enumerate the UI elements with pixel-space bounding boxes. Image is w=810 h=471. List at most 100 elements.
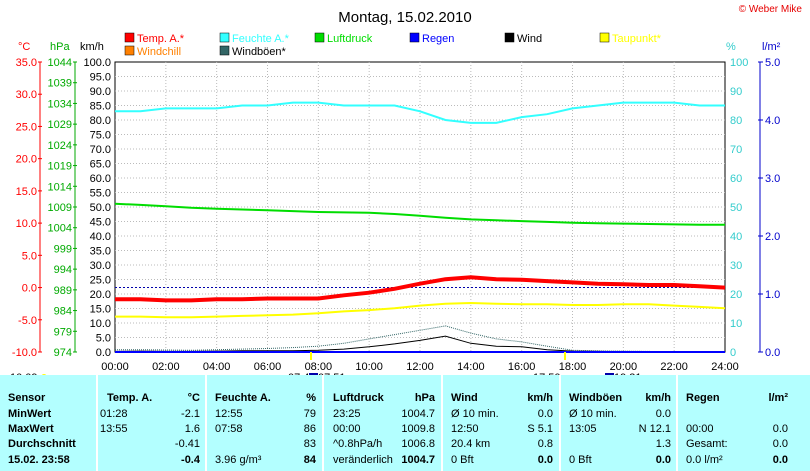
time-axis-tick: 14:00 (457, 361, 485, 373)
temp-axis-tick: -10.0 (12, 347, 37, 359)
pressure-axis-tick: 984 (54, 306, 72, 318)
sunrise-text: 07:51 (318, 372, 346, 375)
temp-axis-tick: 30.0 (16, 89, 37, 101)
wind-time-cell: Ø 10 min. (451, 408, 499, 420)
wind-axis-tick: 95.0 (90, 72, 111, 84)
series-line-taupunkt (115, 301, 726, 319)
wind-axis-tick: 85.0 (90, 101, 111, 113)
humidity-value-cell: 79 (303, 408, 316, 420)
legend-label: Temp. A.* (137, 33, 185, 45)
humidity-time-cell: 12:55 (215, 408, 243, 420)
pressure-time-cell: 23:25 (333, 408, 361, 420)
pressure-axis-tick: 1039 (48, 78, 72, 90)
gust-time-cell: 0 Bft (569, 454, 592, 466)
gust-value-cell: N 12.1 (638, 423, 671, 435)
wind-value-cell: 0.8 (537, 438, 553, 450)
rain-time-cell: 0.0 l/m² (686, 454, 723, 466)
legend-swatch (314, 32, 325, 43)
legend-label: Feuchte A.* (232, 33, 290, 45)
rain-value-cell: 0.0 (772, 438, 788, 450)
humidity-axis-tick: 0 (730, 347, 736, 359)
weather-chart: 100.095.090.085.080.075.070.065.060.055.… (10, 9, 781, 375)
time-axis-tick: 06:00 (254, 361, 282, 373)
rain-axis-tick: 5.0 (765, 57, 780, 69)
gust-header: Windböen (569, 392, 623, 404)
column-divider (441, 375, 443, 471)
legend-label: Taupunkt* (612, 33, 662, 45)
rain-axis-tick: 1.0 (765, 289, 780, 301)
pressure-axis-tick: 979 (54, 326, 72, 338)
pressure-time-cell: 00:00 (333, 423, 361, 435)
time-axis-tick: 00:00 (101, 361, 129, 373)
sunset-text: 17:50 (533, 372, 561, 375)
sun-icon (41, 374, 47, 375)
legend-label: Windchill (137, 46, 181, 58)
time-axis-tick: 16:00 (508, 361, 536, 373)
sunrise-text: 07:40 (288, 372, 316, 375)
humidity-axis-tick: 60 (730, 173, 742, 185)
humidity-header: Feuchte A. (215, 392, 271, 404)
wind-axis-tick: 50.0 (90, 202, 111, 214)
gust-value-cell: 0.0 (655, 408, 671, 420)
legend-swatch (124, 32, 135, 43)
temp-axis-tick: 0.0 (22, 283, 37, 295)
humidity-axis-tick: 10 (730, 318, 742, 330)
pressure-axis-tick: 989 (54, 285, 72, 297)
humidity-axis-tick: 30 (730, 260, 742, 272)
wind-axis-tick: 40.0 (90, 231, 111, 243)
rain-header: Regen (686, 392, 720, 404)
temp-header: Temp. A. (107, 392, 153, 404)
pressure-unit: hPa (414, 392, 435, 404)
legend-swatch (409, 32, 420, 43)
temp-time-cell: 13:55 (100, 423, 128, 435)
pressure-axis-tick: 1029 (48, 119, 72, 131)
humidity-axis-unit: % (726, 41, 736, 53)
humidity-axis-tick: 40 (730, 231, 742, 243)
pressure-axis-tick: 1044 (48, 57, 72, 69)
row-label-avg: Durchschnitt (8, 438, 76, 450)
time-axis-tick: 24:00 (711, 361, 739, 373)
wind-value-cell: S 5.1 (527, 423, 553, 435)
pressure-axis-unit: hPa (50, 41, 70, 53)
wind-value-cell: 0.0 (537, 408, 553, 420)
temp-axis-unit: °C (18, 41, 30, 53)
time-axis-tick: 02:00 (152, 361, 180, 373)
pressure-axis-tick: 1034 (48, 98, 72, 110)
gust-time-cell: 13:05 (569, 423, 597, 435)
temp-axis-tick: 35.0 (16, 57, 37, 69)
legend-swatch (599, 32, 610, 43)
humidity-time-cell: 3.96 g/m³ (215, 454, 262, 466)
temp-value-cell: -2.1 (181, 408, 200, 420)
wind-axis-tick: 80.0 (90, 115, 111, 127)
gust-unit: km/h (645, 392, 671, 404)
rain-axis-tick: 4.0 (765, 115, 780, 127)
series-line-luftdruck (114, 202, 725, 226)
humidity-time-cell: 07:58 (215, 423, 243, 435)
column-divider (205, 375, 207, 471)
rain-time-cell: 00:00 (686, 423, 714, 435)
pressure-axis-tick: 1004 (48, 223, 72, 235)
humidity-axis-tick: 100 (730, 57, 748, 69)
column-divider (676, 375, 678, 471)
wind-axis-tick: 30.0 (90, 260, 111, 272)
temp-value-cell: 1.6 (184, 423, 200, 435)
wind-axis-tick: 35.0 (90, 246, 111, 258)
rain-axis-tick: 0.0 (765, 347, 780, 359)
pressure-axis-tick: 1009 (48, 202, 72, 214)
rain-axis-tick: 3.0 (765, 173, 780, 185)
wind-axis-tick: 0.0 (96, 347, 111, 359)
pressure-header: Luftdruck (333, 392, 384, 404)
wind-axis-tick: 15.0 (90, 304, 111, 316)
sunrise-icon (309, 373, 318, 375)
wind-axis-tick: 70.0 (90, 144, 111, 156)
temp-axis-tick: 10.0 (16, 218, 37, 230)
time-axis-tick: 10:00 (355, 361, 383, 373)
sunset-text: 19:31 (614, 372, 642, 375)
temp-time-cell: 01:28 (100, 408, 128, 420)
rain-value-cell: 0.0 (772, 423, 788, 435)
temp-unit: °C (187, 392, 200, 404)
temp-axis-tick: -5.0 (18, 315, 37, 327)
column-divider (322, 375, 324, 471)
humidity-value-cell: 86 (303, 423, 316, 435)
temp-value-cell: -0.41 (174, 438, 200, 450)
